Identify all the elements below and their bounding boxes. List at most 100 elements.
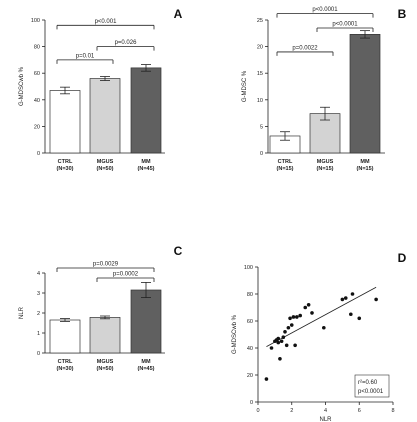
- y-tick-label-d: 100: [244, 265, 253, 271]
- y-axis-label-c: NLR: [19, 306, 25, 319]
- bar-c-mm: [130, 289, 162, 354]
- y-tick-label-b: 0: [260, 151, 263, 157]
- x-axis-label-d: NLR: [319, 417, 332, 422]
- x-tick-label-a: CTRL: [58, 159, 73, 165]
- data-point-d: [279, 339, 284, 344]
- x-tick-n-b: (N=15): [277, 166, 294, 172]
- y-tick-label-c: 3: [37, 291, 40, 297]
- y-tick-label-a: 80: [34, 45, 40, 51]
- p-value-label-c: p=0.0002: [113, 272, 139, 278]
- panel-label-a: A: [174, 7, 183, 21]
- data-point-d: [291, 315, 296, 319]
- x-tick-n-c: (N=45): [138, 366, 155, 372]
- p-value-label-b: p<0.0001: [312, 7, 338, 13]
- y-tick-label-b: 20: [257, 45, 263, 51]
- data-point-d: [283, 330, 287, 334]
- p-value-label-a: p=0.026: [115, 40, 138, 46]
- x-tick-n-b: (N=15): [317, 166, 334, 172]
- y-axis-label-d: G-MDSCwb %: [232, 314, 238, 354]
- data-point-d: [349, 312, 353, 317]
- bar-a-mgus: [89, 78, 121, 154]
- x-tick-n-a: (N=50): [97, 166, 114, 172]
- x-tick-label-d: 4: [324, 408, 327, 414]
- data-point-d: [284, 343, 289, 348]
- data-point-d: [269, 346, 274, 350]
- y-tick-label-a: 0: [37, 151, 40, 157]
- x-tick-n-b: (N=15): [357, 166, 374, 172]
- p-value-label-b: p=0.0022: [292, 45, 318, 51]
- bar-a-mm: [130, 67, 162, 154]
- bar-c-mgus: [89, 317, 121, 354]
- x-tick-label-c: MGUS: [97, 359, 114, 365]
- x-tick-label-c: MM: [141, 359, 151, 365]
- x-tick-label-d: 2: [290, 408, 293, 414]
- data-point-d: [357, 316, 362, 321]
- bar-c-ctrl: [49, 319, 81, 354]
- x-tick-label-d: 8: [391, 408, 394, 414]
- y-tick-label-a: 40: [34, 98, 40, 104]
- y-tick-label-b: 10: [257, 98, 263, 104]
- data-point-d: [278, 357, 282, 361]
- data-point-d: [288, 316, 292, 321]
- y-tick-label-d: 80: [247, 292, 253, 298]
- p-value-label-c: p=0.0029: [93, 262, 119, 268]
- data-point-d: [289, 323, 294, 327]
- y-tick-label-a: 100: [31, 18, 40, 24]
- y-tick-label-d: 40: [247, 346, 253, 352]
- panel-label-d: D: [398, 251, 407, 265]
- y-tick-label-d: 0: [250, 400, 253, 406]
- x-tick-label-a: MGUS: [97, 159, 114, 165]
- p-value-label-d: p<0.0001: [358, 389, 384, 395]
- y-tick-label-c: 2: [37, 311, 40, 317]
- r-squared-label: r²=0.60: [358, 380, 378, 386]
- data-point-d: [350, 292, 355, 296]
- panel-label-b: B: [398, 7, 407, 21]
- y-tick-label-d: 20: [247, 373, 253, 379]
- y-tick-label-c: 4: [37, 271, 40, 277]
- data-point-d: [322, 325, 326, 330]
- data-point-d: [286, 325, 291, 330]
- data-point-d: [276, 340, 281, 345]
- x-tick-label-d: 6: [358, 408, 361, 414]
- x-tick-n-c: (N=50): [97, 366, 114, 372]
- y-tick-label-a: 60: [34, 71, 40, 77]
- x-tick-n-c: (N=30): [57, 366, 74, 372]
- x-tick-label-c: CTRL: [58, 359, 73, 365]
- stats-inset-box: [354, 374, 390, 398]
- y-tick-label-a: 20: [34, 124, 40, 130]
- y-tick-label-b: 25: [257, 18, 263, 24]
- panel-label-c: C: [174, 244, 183, 258]
- x-tick-label-b: MGUS: [317, 159, 334, 165]
- data-point-d: [281, 335, 286, 340]
- x-tick-n-a: (N=45): [138, 166, 155, 172]
- data-point-d: [340, 297, 345, 302]
- data-point-d: [298, 313, 302, 318]
- p-value-label-a: p=0.01: [76, 53, 95, 59]
- bar-b-mm: [349, 34, 381, 154]
- data-point-d: [264, 377, 269, 381]
- x-tick-label-b: MM: [360, 159, 370, 165]
- data-point-d: [295, 315, 299, 319]
- data-point-d: [343, 296, 348, 300]
- p-value-label-a: p<0.001: [95, 19, 118, 25]
- y-axis-label-a: G-MDSCwb %: [19, 66, 25, 106]
- x-tick-label-b: CTRL: [278, 159, 293, 165]
- data-point-d: [374, 297, 378, 302]
- x-tick-label-d: 0: [256, 408, 259, 414]
- p-value-label-b: p<0.0001: [332, 21, 358, 27]
- data-point-d: [310, 311, 314, 315]
- data-point-d: [276, 336, 281, 341]
- y-tick-label-b: 5: [260, 124, 263, 130]
- y-axis-label-b: G-MDSC %: [242, 70, 248, 102]
- data-point-d: [303, 305, 308, 310]
- x-tick-label-a: MM: [141, 159, 151, 165]
- bar-a-ctrl: [49, 90, 81, 154]
- y-tick-label-d: 60: [247, 319, 253, 325]
- y-tick-label-c: 0: [37, 351, 40, 357]
- data-point-d: [293, 343, 297, 348]
- y-tick-label-c: 1: [37, 331, 40, 337]
- data-point-d: [306, 303, 311, 307]
- x-tick-n-a: (N=30): [57, 166, 74, 172]
- y-tick-label-b: 15: [257, 71, 263, 77]
